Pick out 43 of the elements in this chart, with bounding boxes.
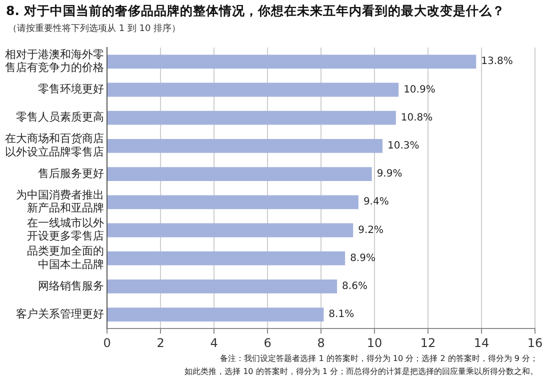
bar [108, 110, 396, 125]
data-label: 10.8% [400, 112, 433, 124]
data-label: 8.1% [328, 309, 354, 320]
y-tick-label: 客户关系管理更好 [16, 307, 104, 320]
x-tick-label: 2 [156, 336, 164, 350]
chart-subtitle: （请按重要性将下列选项从 1 到 10 排序） [8, 22, 181, 35]
data-label: 9.2% [358, 224, 384, 236]
x-tick-label: 16 [527, 336, 543, 350]
data-label: 9.9% [376, 168, 402, 180]
x-tick-label: 12 [420, 336, 436, 350]
y-tick-label: 零售人员素质更高 [16, 110, 104, 124]
bar [108, 138, 383, 153]
bar [108, 54, 476, 69]
data-label: 10.3% [388, 140, 420, 152]
x-tick-label: 4 [210, 336, 218, 350]
bar [108, 279, 338, 294]
text: 备注：我们设定答题者选择 1 的答案时，得分为 10 分；选择 2 的答案时，得分为 9 分； [219, 353, 538, 365]
data-label: 8.6% [342, 281, 368, 292]
bar [108, 195, 358, 210]
data-label: 13.8% [481, 56, 513, 68]
y-tick-label: 为中国消费者推出新产品和亚品牌 [16, 188, 104, 215]
x-tick-label: 10 [366, 336, 382, 350]
bar [108, 82, 399, 97]
y-tick-label: 售后服务更好 [38, 166, 104, 180]
y-tick-label: 零售环境更好 [38, 82, 104, 96]
x-tick-label: 6 [264, 336, 272, 350]
text: 如此类推，选择 10 的答案时，得分为 1 分；而总得分的计算是把选择的回应量乘以所得分数之和。 [184, 366, 538, 378]
data-label: 8.9% [350, 252, 376, 264]
x-tick-label: 0 [103, 336, 111, 350]
x-tick-label: 8 [317, 336, 325, 350]
bar [108, 167, 372, 182]
y-tick-label: 在大商场和百货商店以外设立品牌零售店 [5, 132, 104, 158]
y-tick-label: 网络销售服务 [38, 279, 104, 292]
y-tick-label: 品类更加全面的中国本土品牌 [27, 244, 104, 271]
y-tick-label: 在一线城市以外开设更多零售店 [27, 216, 104, 243]
y-tick-label: 相对于港澳和海外零售店有竞争力的价格 [5, 48, 104, 74]
bar [108, 251, 346, 266]
data-label: 9.4% [363, 196, 389, 208]
data-label: 10.9% [404, 84, 436, 96]
bar [108, 223, 354, 238]
chart-title: 8. 对于中国当前的奢侈品品牌的整体情况，你想在未来五年内看到的最大改变是什么？ [6, 3, 505, 20]
bar [108, 308, 324, 322]
x-tick-label: 14 [474, 336, 490, 350]
